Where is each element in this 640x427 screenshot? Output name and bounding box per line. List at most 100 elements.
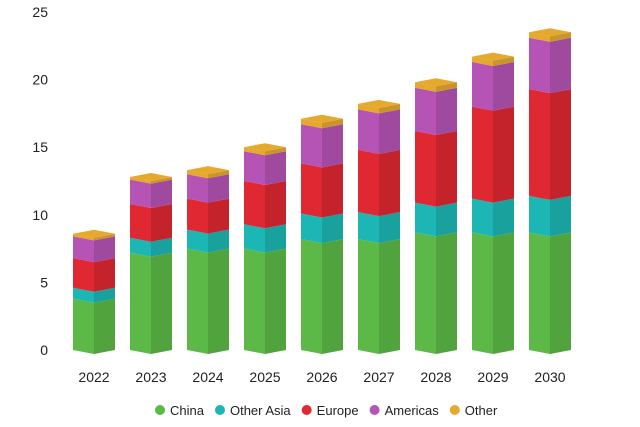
- bar-top-cap-2029: [472, 52, 514, 61]
- bar-2026-china-left-face: [301, 239, 322, 354]
- bar-2029-europe: [472, 106, 514, 203]
- x-tick-label-2024: 2024: [192, 369, 223, 385]
- legend-label-other-asia: Other Asia: [230, 403, 291, 418]
- bar-2025-other-right-face: [265, 147, 286, 156]
- bar-2029-americas-left-face: [472, 62, 493, 111]
- x-tick-label-2029: 2029: [477, 369, 508, 385]
- legend-label-europe: Europe: [317, 403, 359, 418]
- bar-2027-china: [358, 239, 400, 354]
- bar-2029-other-asia-left-face: [472, 198, 493, 237]
- bar-2027-americas-left-face: [358, 109, 379, 154]
- bar-2028-europe: [415, 130, 457, 207]
- bar-2026-europe: [301, 163, 343, 218]
- y-tick-label-5: 5: [40, 274, 48, 290]
- bar-2030-china-left-face: [529, 232, 550, 354]
- bar-2024-other-right-face: [208, 170, 229, 179]
- legend-swatch-china: [155, 405, 165, 415]
- bar-2026-americas: [301, 124, 343, 168]
- y-tick-label-25: 25: [32, 4, 48, 20]
- bar-2023-other-right-face: [151, 176, 172, 184]
- bar-2022-other-asia-right-face: [94, 287, 115, 303]
- bar-2023-other: [130, 176, 172, 184]
- bar-2022-americas-right-face: [94, 236, 115, 263]
- bar-top-cap-2030: [529, 28, 571, 37]
- bar-2025-americas: [244, 151, 286, 185]
- bar-2022-china: [73, 298, 115, 354]
- bar-2025-china: [244, 248, 286, 354]
- bar-2030-europe-left-face: [529, 89, 550, 200]
- bar-2028-americas-left-face: [415, 87, 436, 135]
- bar-2026-europe-left-face: [301, 163, 322, 218]
- bar-2023-americas-left-face: [130, 179, 151, 208]
- x-axis: 2022 2023 2024 2025 2026 2027 2028 2029 2030: [78, 369, 565, 385]
- bar-2022-europe-right-face: [94, 258, 115, 292]
- bar-group-2023: [130, 172, 172, 354]
- y-tick-label-15: 15: [32, 139, 48, 155]
- bar-2024-americas-left-face: [187, 174, 208, 203]
- bar-2029-americas-right-face: [493, 62, 514, 111]
- bar-top-cap-2024: [187, 166, 229, 175]
- legend-swatch-other: [449, 405, 460, 415]
- bar-2030-china-right-face: [550, 232, 571, 354]
- bar-2023-other-left-face: [130, 176, 151, 184]
- bar-2028-americas-right-face: [436, 87, 457, 135]
- bar-group-2022: [73, 229, 115, 354]
- bar-2027-china-left-face: [358, 239, 379, 354]
- bar-2027-other-right-face: [379, 103, 400, 114]
- bar-2022-other-asia: [73, 287, 115, 303]
- bar-2027-china-right-face: [379, 239, 400, 354]
- bar-2026-other-asia: [301, 213, 343, 244]
- bar-2025-other-asia-right-face: [265, 224, 286, 253]
- bar-2022-china-left-face: [73, 298, 94, 354]
- bar-2026-china-right-face: [322, 239, 343, 354]
- bar-2025-other-asia-left-face: [244, 224, 265, 253]
- bar-2024-other-asia: [187, 229, 229, 253]
- bar-2023-americas-right-face: [151, 179, 172, 208]
- bar-2030-other-asia: [529, 195, 571, 237]
- legend-label-other: Other: [465, 403, 498, 418]
- bar-2030-europe: [529, 89, 571, 200]
- legend-swatch-americas: [369, 405, 380, 415]
- legend-item-americas: Americas: [369, 403, 439, 418]
- bar-group-2025: [244, 143, 286, 354]
- bar-top-cap-2022: [73, 229, 115, 238]
- bar-2030-other: [529, 32, 571, 42]
- legend-label-china: China: [170, 403, 205, 418]
- bar-2027-europe-right-face: [379, 149, 400, 217]
- bar-2027-other: [358, 103, 400, 114]
- bar-2026-other: [301, 118, 343, 129]
- bar-2025-other-left-face: [244, 147, 265, 156]
- bar-group-2026: [301, 114, 343, 354]
- bar-2023-china: [130, 252, 172, 354]
- legend-swatch-europe: [301, 405, 312, 415]
- bar-2024-europe: [187, 198, 229, 234]
- x-tick-label-2028: 2028: [420, 369, 451, 385]
- bar-2028-americas: [415, 87, 457, 135]
- bar-2028-europe-left-face: [415, 130, 436, 207]
- bar-2027-americas-right-face: [379, 109, 400, 154]
- bar-2030-other-left-face: [529, 32, 550, 42]
- bar-2024-americas: [187, 174, 229, 203]
- bar-2028-other-asia-left-face: [415, 202, 436, 237]
- bar-2029-china: [472, 232, 514, 354]
- bar-2024-china-right-face: [208, 248, 229, 354]
- bar-top-cap-2026: [301, 114, 343, 123]
- x-tick-label-2025: 2025: [249, 369, 280, 385]
- bar-2024-china: [187, 248, 229, 354]
- bars: [73, 28, 571, 354]
- bar-2029-other-asia-right-face: [493, 198, 514, 237]
- x-tick-label-2026: 2026: [306, 369, 337, 385]
- x-tick-label-2022: 2022: [78, 369, 109, 385]
- bar-2027-other-left-face: [358, 103, 379, 114]
- bar-2023-other-asia-right-face: [151, 237, 172, 257]
- bar-2028-europe-right-face: [436, 130, 457, 207]
- bar-top-cap-2028: [415, 78, 457, 87]
- bar-2029-china-right-face: [493, 232, 514, 354]
- bar-2024-other: [187, 170, 229, 179]
- bar-group-2027: [358, 99, 400, 354]
- bar-2025-europe-right-face: [265, 181, 286, 229]
- bar-top-cap-2025: [244, 143, 286, 152]
- bar-2027-americas: [358, 109, 400, 154]
- bar-2022-americas-left-face: [73, 236, 94, 263]
